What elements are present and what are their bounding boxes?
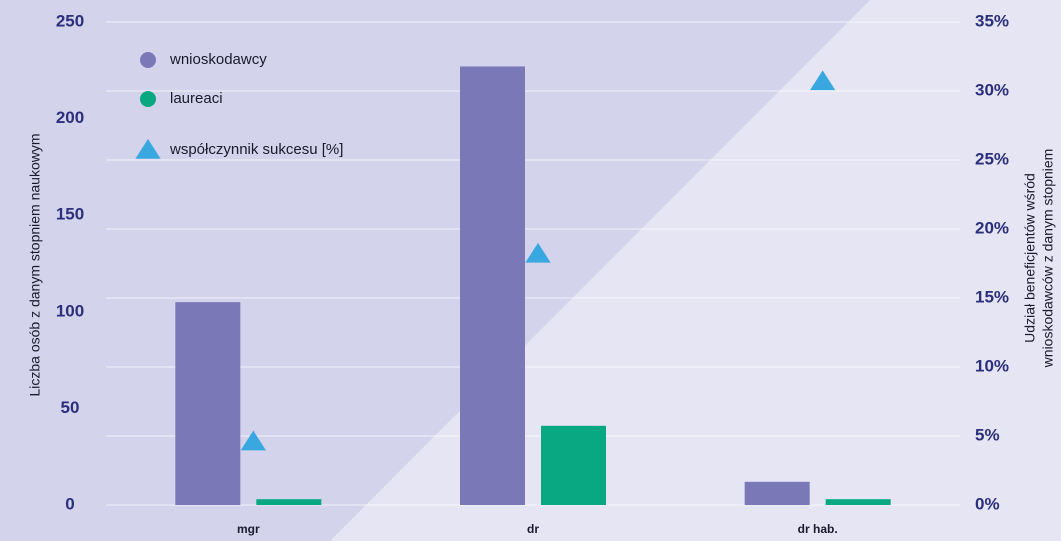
bar [460,66,525,505]
y-tick-label: 250 [56,11,84,30]
y2-tick-label: 0% [975,494,1000,513]
y2-tick-label: 35% [975,11,1009,30]
y2-tick-label: 5% [975,425,1000,444]
y2-tick-label: 10% [975,356,1009,375]
legend-label: współczynnik sukcesu [%] [169,141,343,158]
y2-axis-title: wnioskodawców z danym stopniem [1040,149,1056,369]
bar [175,302,241,505]
legend-label: laureaci [170,90,223,107]
y2-tick-label: 30% [975,80,1009,99]
y-tick-label: 0 [65,494,74,513]
bar [744,481,810,505]
y2-tick-label: 20% [975,218,1009,237]
success-marker [240,430,266,451]
legend-marker [135,139,161,159]
legend-label: wnioskodawcy [169,51,267,68]
success-marker [525,242,551,263]
y-tick-label: 150 [56,205,84,224]
legend-marker [140,52,156,68]
y2-tick-label: 15% [975,287,1009,306]
bar [541,425,606,505]
legend-marker [140,91,156,107]
y-tick-label: 50 [61,398,80,417]
y2-axis-title: Udział beneficjentów wśród [1022,173,1038,343]
x-tick-label: mgr [237,522,260,536]
x-tick-label: dr hab. [798,522,838,536]
success-marker [810,70,836,91]
x-tick-label: dr [527,522,539,536]
bar [256,499,322,505]
bar [825,499,891,505]
y2-tick-label: 25% [975,149,1009,168]
y-tick-label: 100 [56,301,84,320]
y-tick-label: 200 [56,108,84,127]
y-axis-title: Liczba osób z danym stopniem naukowym [27,133,43,396]
